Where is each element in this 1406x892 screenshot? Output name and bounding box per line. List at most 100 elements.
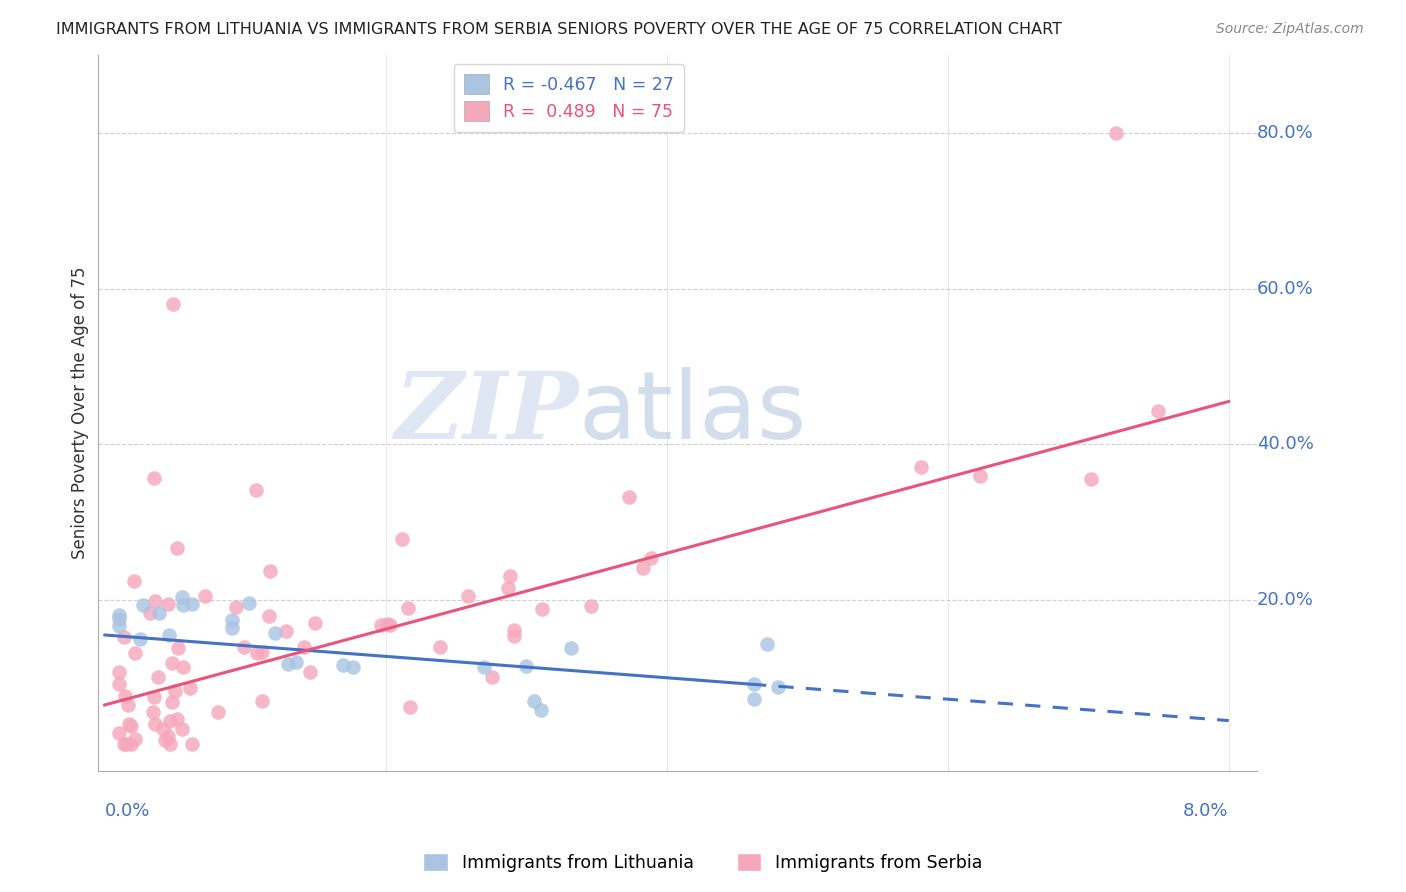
- Point: [481, 670, 503, 684]
- Point: [172, 591, 194, 605]
- Point: [107, 665, 129, 680]
- Point: [145, 593, 167, 607]
- Text: 60.0%: 60.0%: [1257, 279, 1313, 298]
- Point: [304, 615, 326, 630]
- Point: [167, 640, 190, 655]
- Point: [159, 628, 181, 642]
- Point: [523, 693, 546, 707]
- Point: [128, 632, 150, 647]
- Point: [1147, 404, 1170, 418]
- Point: [496, 582, 519, 596]
- Point: [132, 598, 155, 612]
- Point: [560, 640, 582, 655]
- Point: [107, 677, 129, 691]
- Point: [117, 698, 139, 712]
- Point: [225, 599, 247, 614]
- Point: [114, 690, 136, 704]
- Point: [107, 612, 129, 626]
- Point: [179, 681, 201, 695]
- Point: [503, 623, 526, 637]
- Point: [292, 640, 315, 655]
- Text: IMMIGRANTS FROM LITHUANIA VS IMMIGRANTS FROM SERBIA SENIORS POVERTY OVER THE AGE: IMMIGRANTS FROM LITHUANIA VS IMMIGRANTS …: [56, 22, 1063, 37]
- Point: [245, 483, 267, 497]
- Point: [342, 660, 364, 674]
- Point: [170, 723, 193, 737]
- Point: [617, 491, 640, 505]
- Point: [142, 706, 165, 720]
- Point: [377, 617, 399, 632]
- Point: [238, 596, 260, 610]
- Point: [370, 618, 392, 632]
- Text: 80.0%: 80.0%: [1257, 124, 1313, 142]
- Point: [910, 460, 932, 475]
- Point: [499, 569, 522, 583]
- Point: [165, 683, 187, 698]
- Point: [755, 637, 778, 651]
- Point: [429, 640, 451, 654]
- Point: [503, 629, 526, 643]
- Legend: R = -0.467   N = 27, R =  0.489   N = 75: R = -0.467 N = 27, R = 0.489 N = 75: [454, 64, 683, 132]
- Text: atlas: atlas: [579, 368, 807, 459]
- Point: [120, 719, 142, 733]
- Point: [107, 726, 129, 740]
- Point: [396, 600, 419, 615]
- Text: 8.0%: 8.0%: [1184, 802, 1229, 821]
- Point: [148, 607, 170, 621]
- Point: [143, 470, 166, 484]
- Text: Source: ZipAtlas.com: Source: ZipAtlas.com: [1216, 22, 1364, 37]
- Point: [159, 714, 181, 729]
- Point: [969, 469, 991, 483]
- Text: ZIP: ZIP: [395, 368, 579, 458]
- Point: [277, 657, 299, 671]
- Point: [259, 564, 281, 578]
- Point: [233, 640, 256, 654]
- Point: [194, 589, 217, 603]
- Point: [640, 550, 662, 565]
- Point: [107, 607, 129, 622]
- Point: [122, 574, 145, 588]
- Point: [124, 732, 146, 747]
- Text: 20.0%: 20.0%: [1257, 591, 1313, 609]
- Legend: Immigrants from Lithuania, Immigrants from Serbia: Immigrants from Lithuania, Immigrants fr…: [416, 847, 990, 879]
- Point: [531, 602, 554, 616]
- Text: 40.0%: 40.0%: [1257, 435, 1313, 453]
- Point: [742, 676, 765, 690]
- Point: [146, 669, 169, 683]
- Point: [112, 630, 135, 644]
- Point: [457, 590, 479, 604]
- Point: [162, 297, 184, 311]
- Point: [118, 716, 141, 731]
- Point: [221, 621, 243, 635]
- Point: [107, 619, 129, 633]
- Y-axis label: Seniors Poverty Over the Age of 75: Seniors Poverty Over the Age of 75: [72, 267, 89, 559]
- Point: [172, 598, 194, 612]
- Point: [472, 659, 495, 673]
- Point: [120, 737, 142, 751]
- Point: [1080, 472, 1102, 486]
- Point: [766, 680, 789, 694]
- Point: [166, 712, 188, 726]
- Point: [156, 597, 179, 611]
- Point: [298, 665, 321, 679]
- Point: [156, 729, 179, 743]
- Point: [143, 717, 166, 731]
- Point: [399, 700, 422, 714]
- Point: [378, 617, 401, 632]
- Text: 0.0%: 0.0%: [104, 802, 150, 821]
- Point: [257, 608, 280, 623]
- Point: [221, 613, 243, 627]
- Point: [515, 659, 537, 673]
- Point: [274, 624, 297, 639]
- Point: [581, 599, 603, 613]
- Point: [245, 646, 267, 660]
- Point: [180, 597, 202, 611]
- Point: [112, 737, 135, 751]
- Point: [1105, 126, 1128, 140]
- Point: [115, 737, 138, 751]
- Point: [252, 645, 274, 659]
- Point: [207, 706, 229, 720]
- Point: [250, 694, 273, 708]
- Point: [284, 656, 307, 670]
- Point: [139, 606, 162, 620]
- Point: [153, 733, 176, 747]
